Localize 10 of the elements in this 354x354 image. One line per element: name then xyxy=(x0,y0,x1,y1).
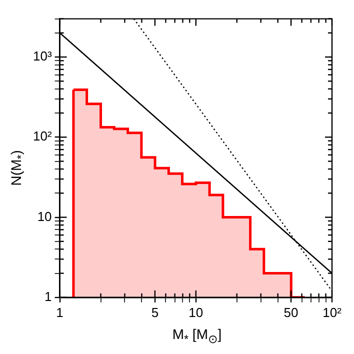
y-tick-label: 10² xyxy=(32,128,52,144)
x-tick-label: 10 xyxy=(188,304,204,320)
y-tick-label: 1 xyxy=(44,288,52,304)
y-tick-label: 10 xyxy=(37,208,52,224)
x-tick-label: 10² xyxy=(322,304,342,320)
x-axis-title: M$_{*}$ [M$_{⊙}$] xyxy=(171,326,223,346)
y-tick-label: 10³ xyxy=(32,48,52,64)
x-tick-label: 5 xyxy=(151,304,159,320)
x-tick-label: 50 xyxy=(284,304,298,320)
x-tick-label: 1 xyxy=(56,304,64,320)
